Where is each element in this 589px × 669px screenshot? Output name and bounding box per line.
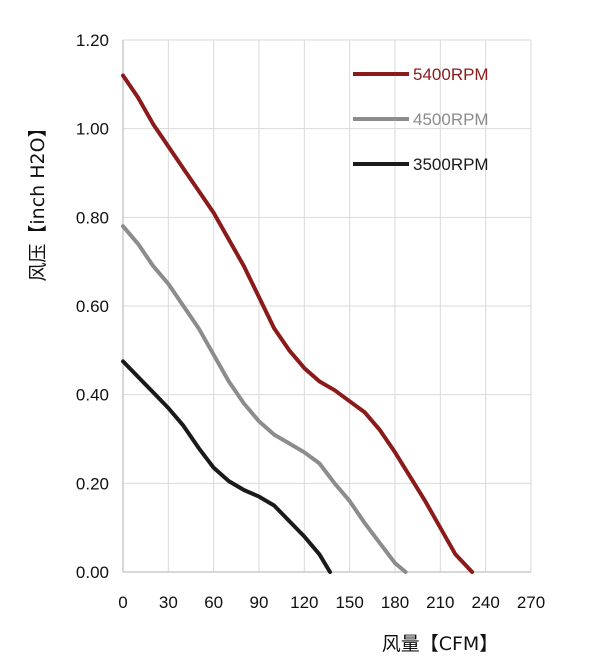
x-tick-90: 90 bbox=[250, 593, 269, 612]
x-tick-30: 30 bbox=[159, 593, 178, 612]
y-tick-labels: 0.00 0.20 0.40 0.60 0.80 1.00 1.20 bbox=[76, 31, 109, 582]
x-tick-210: 210 bbox=[426, 593, 454, 612]
series-line-4500rpm bbox=[121, 224, 408, 574]
y-tick-1.00: 1.00 bbox=[76, 120, 109, 139]
legend: 5400RPM 4500RPM 3500RPM bbox=[353, 65, 489, 174]
y-tick-0.00: 0.00 bbox=[76, 563, 109, 582]
y-tick-0.20: 0.20 bbox=[76, 474, 109, 493]
x-tick-150: 150 bbox=[335, 593, 363, 612]
y-axis-label: 风压【inch H2O】 bbox=[27, 118, 49, 281]
x-tick-240: 240 bbox=[471, 593, 499, 612]
legend-label-4500rpm: 4500RPM bbox=[413, 110, 489, 129]
x-tick-180: 180 bbox=[381, 593, 409, 612]
y-tick-0.80: 0.80 bbox=[76, 208, 109, 227]
legend-label-5400rpm: 5400RPM bbox=[413, 65, 489, 84]
x-tick-270: 270 bbox=[517, 593, 545, 612]
series-lines bbox=[121, 73, 475, 574]
y-tick-0.40: 0.40 bbox=[76, 386, 109, 405]
x-tick-0: 0 bbox=[118, 593, 127, 612]
y-tick-1.20: 1.20 bbox=[76, 31, 109, 50]
series-line-5400rpm bbox=[121, 73, 475, 574]
x-axis-label: 风量【CFM】 bbox=[382, 633, 499, 655]
x-tick-labels: 0 30 60 90 120 150 180 210 240 270 bbox=[118, 593, 545, 612]
x-tick-120: 120 bbox=[290, 593, 318, 612]
series-line-3500rpm bbox=[121, 359, 332, 574]
legend-label-3500rpm: 3500RPM bbox=[413, 155, 489, 174]
x-tick-60: 60 bbox=[204, 593, 223, 612]
axes bbox=[122, 40, 531, 573]
grid bbox=[123, 39, 532, 572]
y-tick-0.60: 0.60 bbox=[76, 297, 109, 316]
